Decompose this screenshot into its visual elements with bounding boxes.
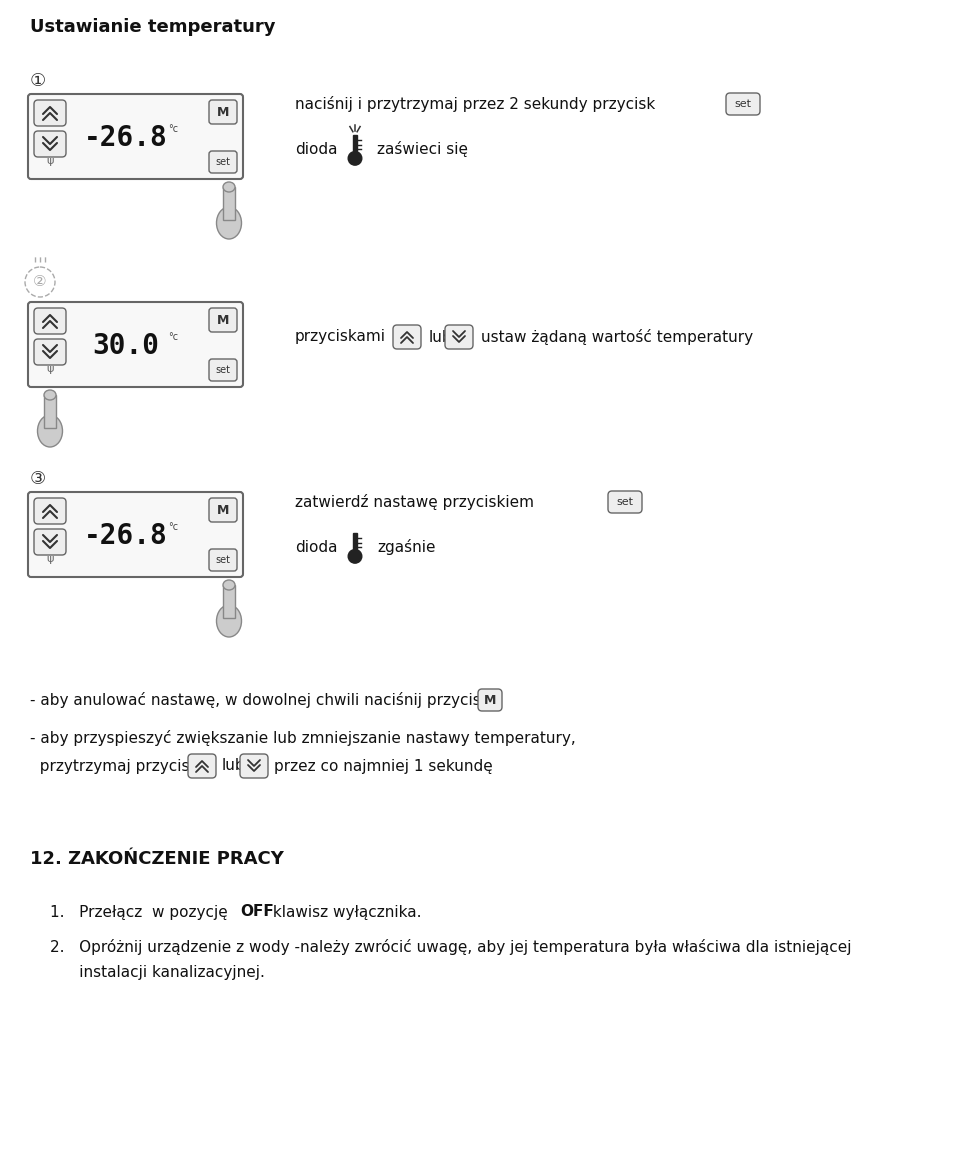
Text: ψ: ψ bbox=[46, 364, 54, 374]
Text: -26.8: -26.8 bbox=[84, 125, 167, 153]
Text: ②: ② bbox=[34, 274, 47, 289]
Text: °c: °c bbox=[168, 522, 179, 531]
FancyBboxPatch shape bbox=[28, 302, 243, 386]
Ellipse shape bbox=[37, 415, 62, 447]
Text: Ustawianie temperatury: Ustawianie temperatury bbox=[30, 19, 276, 36]
Text: OFF: OFF bbox=[240, 905, 274, 920]
Bar bbox=[223, 585, 235, 618]
Text: 1.   Przełącz  w pozycję: 1. Przełącz w pozycję bbox=[50, 905, 232, 920]
Circle shape bbox=[348, 550, 362, 563]
Text: ψ: ψ bbox=[46, 554, 54, 563]
Ellipse shape bbox=[223, 182, 235, 192]
Text: °c: °c bbox=[168, 124, 179, 133]
Text: przytrzymaj przycisk: przytrzymaj przycisk bbox=[30, 759, 199, 774]
Text: naciśnij i przytrzymaj przez 2 sekundy przycisk: naciśnij i przytrzymaj przez 2 sekundy p… bbox=[295, 96, 656, 112]
FancyBboxPatch shape bbox=[34, 498, 66, 524]
Text: 30.0: 30.0 bbox=[92, 332, 159, 361]
Bar bbox=[44, 395, 56, 428]
FancyBboxPatch shape bbox=[209, 308, 237, 332]
Text: klawisz wyłącznika.: klawisz wyłącznika. bbox=[268, 905, 421, 920]
Ellipse shape bbox=[217, 605, 242, 638]
Bar bbox=[353, 135, 357, 154]
FancyBboxPatch shape bbox=[209, 100, 237, 124]
Text: M: M bbox=[217, 314, 229, 326]
Ellipse shape bbox=[217, 207, 242, 239]
Text: M: M bbox=[217, 503, 229, 516]
FancyBboxPatch shape bbox=[34, 131, 66, 157]
Text: °c: °c bbox=[168, 332, 179, 341]
Text: dioda: dioda bbox=[295, 141, 338, 156]
Text: - aby przyspieszyć zwiększanie lub zmniejszanie nastawy temperatury,: - aby przyspieszyć zwiększanie lub zmnie… bbox=[30, 730, 576, 746]
Text: zatwierdź nastawę przyciskiem: zatwierdź nastawę przyciskiem bbox=[295, 494, 534, 510]
FancyBboxPatch shape bbox=[393, 325, 421, 349]
Text: zaświeci się: zaświeci się bbox=[377, 141, 468, 157]
Text: zgaśnie: zgaśnie bbox=[377, 539, 436, 555]
Text: set: set bbox=[616, 498, 634, 507]
Text: M: M bbox=[217, 105, 229, 118]
Circle shape bbox=[348, 152, 362, 165]
Text: set: set bbox=[734, 100, 752, 109]
FancyBboxPatch shape bbox=[209, 550, 237, 572]
Text: ψ: ψ bbox=[46, 156, 54, 165]
FancyBboxPatch shape bbox=[34, 100, 66, 126]
FancyBboxPatch shape bbox=[209, 498, 237, 522]
Text: set: set bbox=[215, 555, 230, 565]
FancyBboxPatch shape bbox=[34, 308, 66, 334]
FancyBboxPatch shape bbox=[34, 339, 66, 364]
Text: dioda: dioda bbox=[295, 539, 338, 554]
Text: set: set bbox=[215, 157, 230, 167]
Text: 12. ZAKOŃCZENIE PRACY: 12. ZAKOŃCZENIE PRACY bbox=[30, 850, 284, 868]
Text: 2.   Opróżnij urządzenie z wody -należy zwrócić uwagę, aby jej temperatura była : 2. Opróżnij urządzenie z wody -należy zw… bbox=[50, 939, 852, 955]
Bar bbox=[223, 187, 235, 220]
FancyBboxPatch shape bbox=[240, 754, 268, 778]
Ellipse shape bbox=[44, 390, 56, 400]
Text: M: M bbox=[484, 693, 496, 707]
Text: set: set bbox=[215, 364, 230, 375]
FancyBboxPatch shape bbox=[28, 492, 243, 577]
FancyBboxPatch shape bbox=[28, 94, 243, 179]
FancyBboxPatch shape bbox=[445, 325, 473, 349]
FancyBboxPatch shape bbox=[726, 93, 760, 115]
FancyBboxPatch shape bbox=[34, 529, 66, 555]
Bar bbox=[353, 533, 357, 552]
Text: ustaw żądaną wartość temperatury: ustaw żądaną wartość temperatury bbox=[481, 329, 754, 345]
FancyBboxPatch shape bbox=[608, 491, 642, 513]
Text: instalacji kanalizacyjnej.: instalacji kanalizacyjnej. bbox=[50, 965, 265, 980]
Text: -26.8: -26.8 bbox=[84, 523, 167, 551]
Text: lub: lub bbox=[429, 330, 452, 345]
FancyBboxPatch shape bbox=[209, 152, 237, 174]
FancyBboxPatch shape bbox=[188, 754, 216, 778]
Text: ③: ③ bbox=[30, 470, 46, 488]
Text: przez co najmniej 1 sekundę: przez co najmniej 1 sekundę bbox=[274, 759, 492, 774]
FancyBboxPatch shape bbox=[478, 690, 502, 712]
FancyBboxPatch shape bbox=[209, 359, 237, 381]
Ellipse shape bbox=[223, 580, 235, 590]
Text: - aby anulować nastawę, w dowolnej chwili naciśnij przycisk: - aby anulować nastawę, w dowolnej chwil… bbox=[30, 692, 490, 708]
Text: lub: lub bbox=[222, 759, 246, 774]
Text: przyciskami: przyciskami bbox=[295, 330, 386, 345]
Text: ①: ① bbox=[30, 72, 46, 90]
